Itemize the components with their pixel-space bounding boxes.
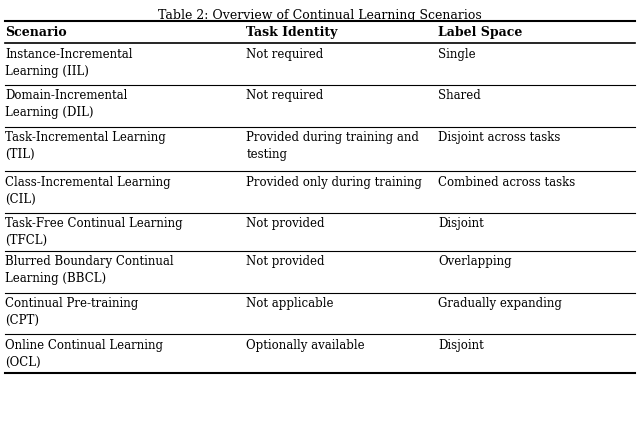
- Text: Online Continual Learning
(OCL): Online Continual Learning (OCL): [5, 339, 163, 369]
- Text: Overlapping: Overlapping: [438, 255, 512, 269]
- Text: Disjoint: Disjoint: [438, 217, 484, 230]
- Text: Class-Incremental Learning
(CIL): Class-Incremental Learning (CIL): [5, 176, 171, 206]
- Text: Combined across tasks: Combined across tasks: [438, 176, 575, 189]
- Text: Domain-Incremental
Learning (DIL): Domain-Incremental Learning (DIL): [5, 89, 127, 119]
- Text: Task Identity: Task Identity: [246, 26, 338, 39]
- Text: Not required: Not required: [246, 89, 324, 102]
- Text: Not required: Not required: [246, 48, 324, 61]
- Text: Task-Free Continual Learning
(TFCL): Task-Free Continual Learning (TFCL): [5, 217, 183, 247]
- Text: Shared: Shared: [438, 89, 481, 102]
- Text: Optionally available: Optionally available: [246, 339, 365, 352]
- Text: Gradually expanding: Gradually expanding: [438, 297, 563, 310]
- Text: Instance-Incremental
Learning (IIL): Instance-Incremental Learning (IIL): [5, 48, 132, 78]
- Text: Not applicable: Not applicable: [246, 297, 334, 310]
- Text: Not provided: Not provided: [246, 217, 325, 230]
- Text: Label Space: Label Space: [438, 26, 523, 39]
- Text: Disjoint: Disjoint: [438, 339, 484, 352]
- Text: Continual Pre-training
(CPT): Continual Pre-training (CPT): [5, 297, 138, 327]
- Text: Scenario: Scenario: [5, 26, 67, 39]
- Text: Disjoint across tasks: Disjoint across tasks: [438, 131, 561, 144]
- Text: Not provided: Not provided: [246, 255, 325, 269]
- Text: Task-Incremental Learning
(TIL): Task-Incremental Learning (TIL): [5, 131, 166, 161]
- Text: Single: Single: [438, 48, 476, 61]
- Text: Provided only during training: Provided only during training: [246, 176, 422, 189]
- Text: Table 2: Overview of Continual Learning Scenarios: Table 2: Overview of Continual Learning …: [158, 9, 482, 23]
- Text: Provided during training and
testing: Provided during training and testing: [246, 131, 419, 161]
- Text: Blurred Boundary Continual
Learning (BBCL): Blurred Boundary Continual Learning (BBC…: [5, 255, 173, 286]
